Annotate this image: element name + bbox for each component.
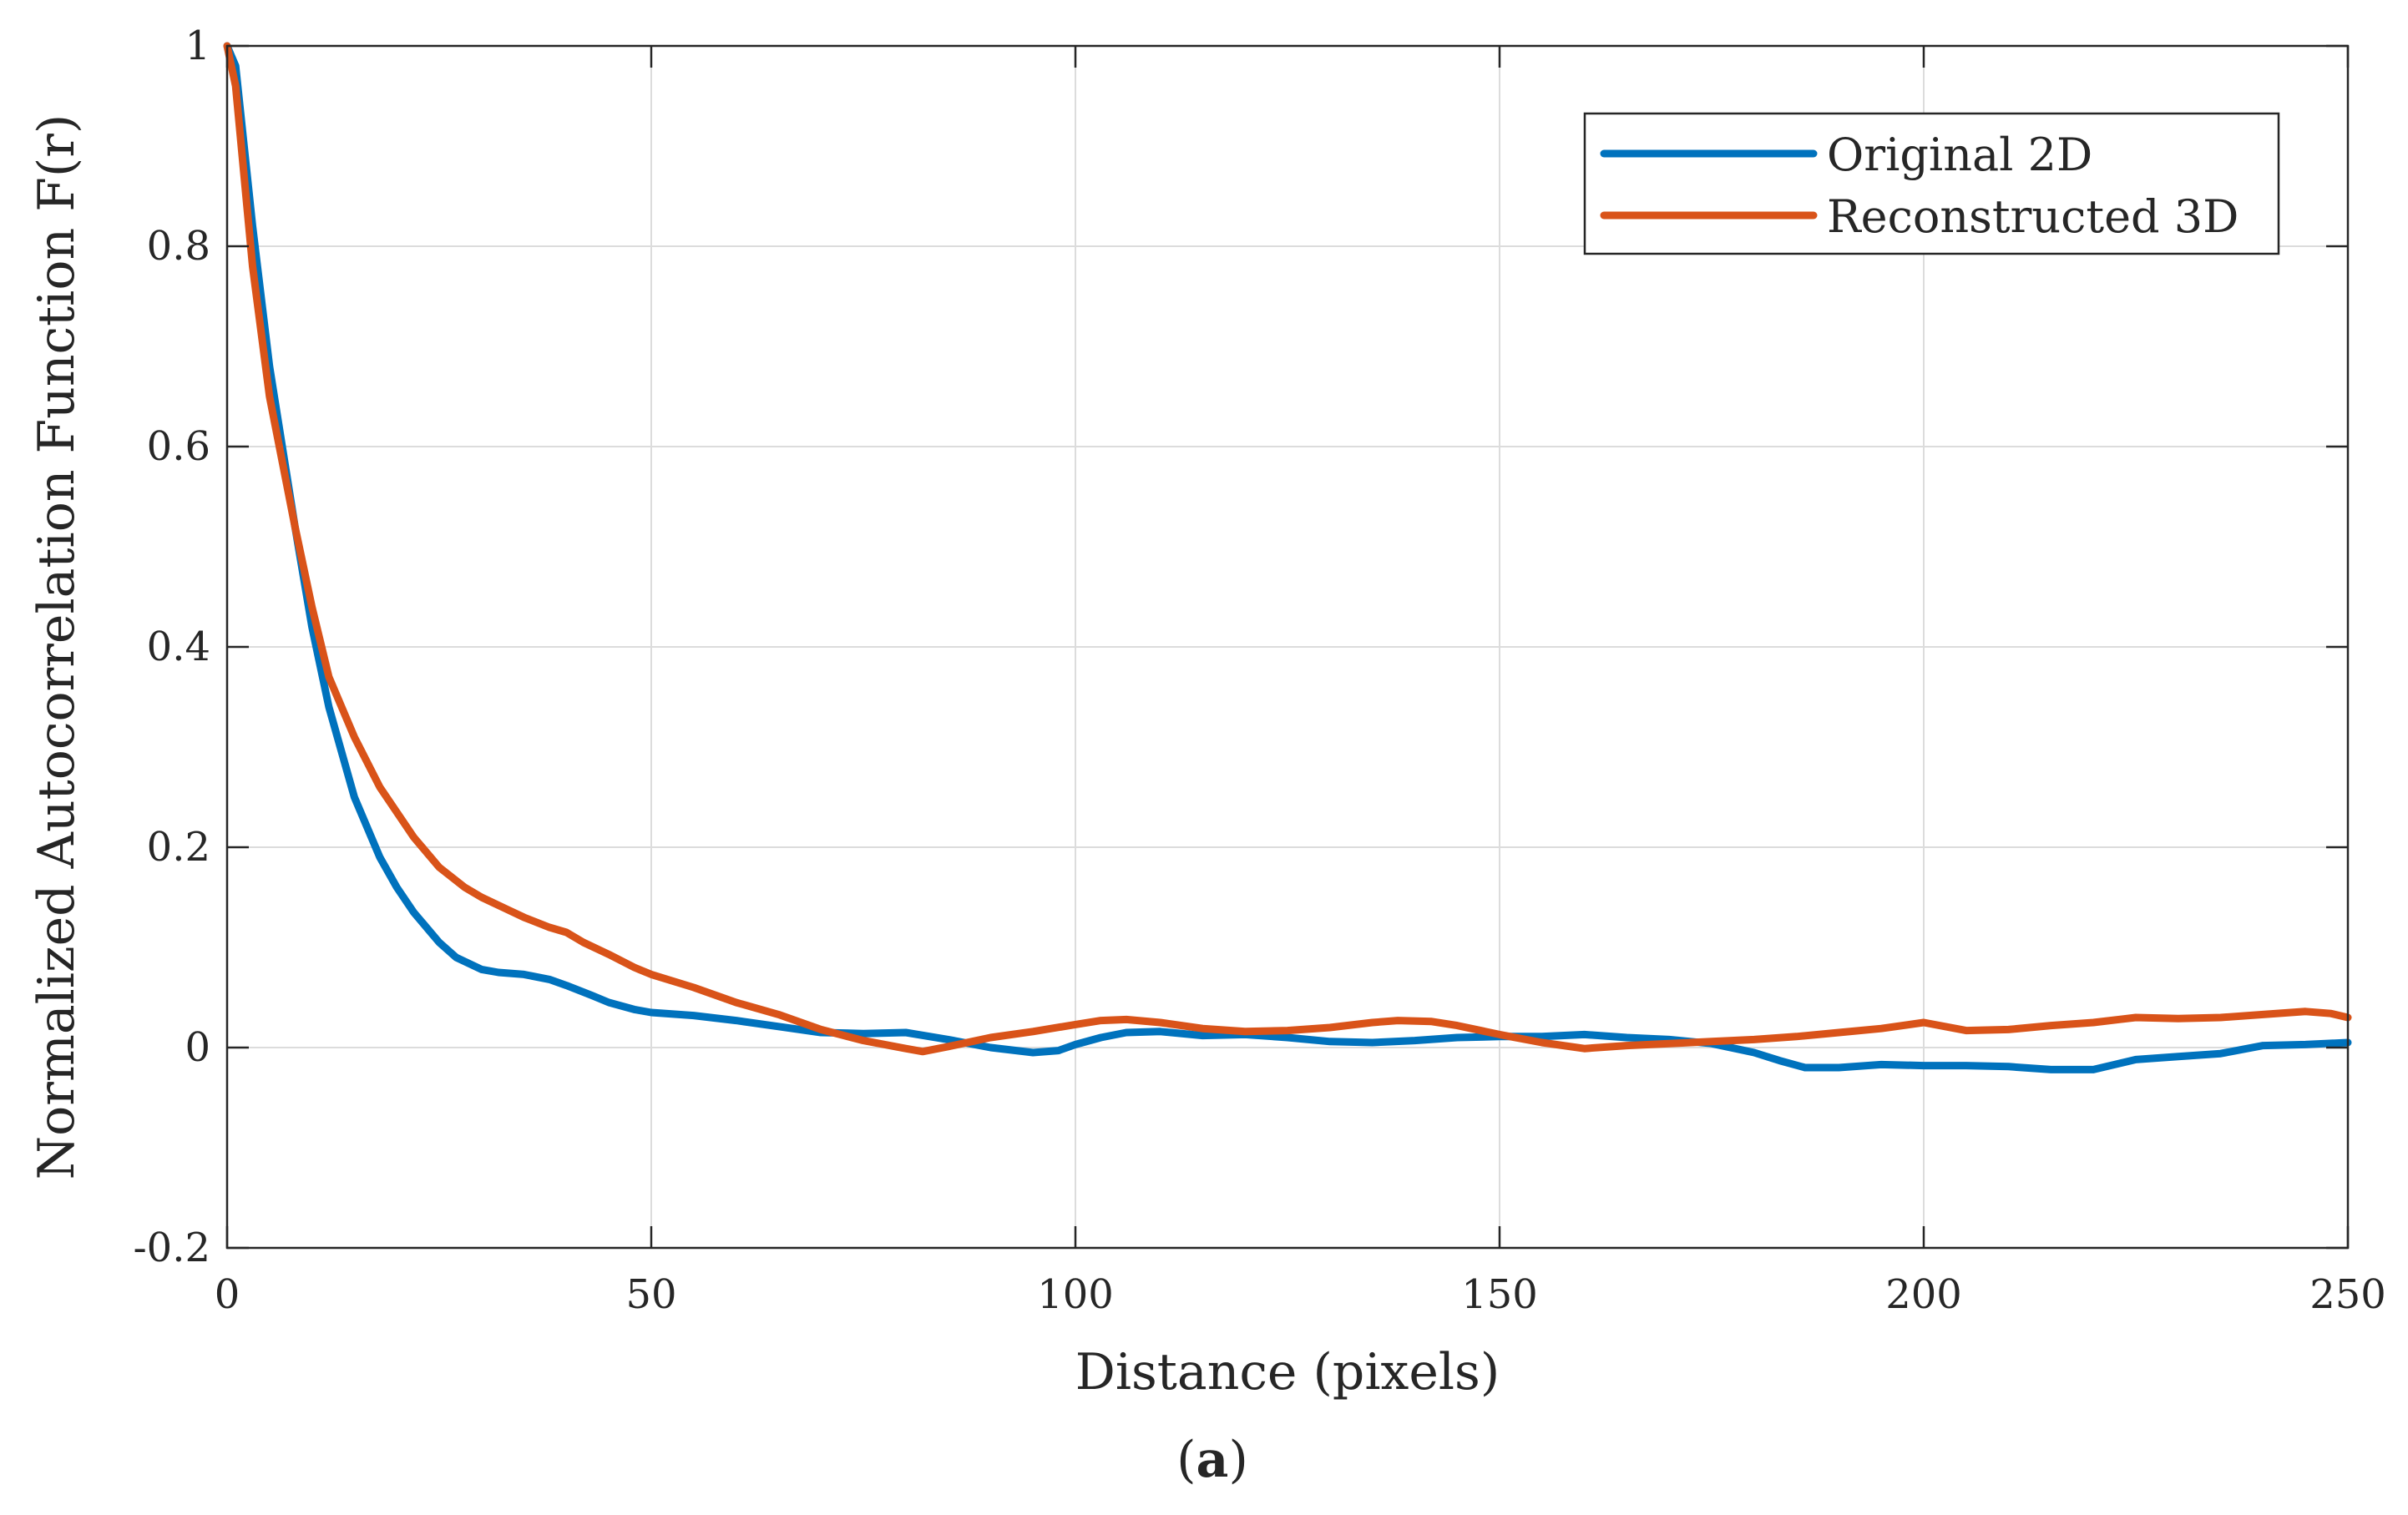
x-tick-label: 100 bbox=[1037, 1271, 1114, 1318]
x-axis-label: Distance (pixels) bbox=[1075, 1343, 1500, 1401]
y-tick-label: -0.2 bbox=[133, 1225, 210, 1271]
figure-caption: (a) bbox=[1176, 1431, 1248, 1489]
x-tick-label: 0 bbox=[215, 1271, 240, 1318]
y-tick-label: 0.2 bbox=[147, 824, 210, 871]
legend-box bbox=[1583, 112, 2280, 255]
series-line-reconstructed-3d bbox=[223, 42, 2352, 1056]
y-tick-label: 1 bbox=[185, 23, 210, 69]
series-lines bbox=[223, 42, 2352, 1073]
legend-label-reconstructed-3d: Reconstructed 3D bbox=[1827, 190, 2239, 243]
legend: Original 2D Reconstructed 3D bbox=[1583, 112, 2280, 255]
y-tick-label: 0.4 bbox=[147, 624, 210, 670]
x-tick-label: 50 bbox=[625, 1271, 676, 1318]
y-axis-label: Normalized Autocorrelation Function F(r) bbox=[28, 114, 86, 1180]
y-tick-label: 0.8 bbox=[147, 223, 210, 270]
caption-close-paren: ) bbox=[1228, 1431, 1247, 1489]
legend-label-original-2d: Original 2D bbox=[1827, 129, 2092, 181]
caption-letter: a bbox=[1196, 1431, 1229, 1489]
x-tick-label: 150 bbox=[1461, 1271, 1538, 1318]
ticks bbox=[225, 44, 2350, 1250]
y-tick-label: 0.6 bbox=[147, 423, 210, 470]
caption-open-paren: ( bbox=[1176, 1431, 1196, 1489]
series-line-original-2d bbox=[223, 42, 2352, 1073]
x-tick-label: 250 bbox=[2309, 1271, 2386, 1318]
x-tick-label: 200 bbox=[1885, 1271, 1962, 1318]
tick-labels: 0 50 100 150 200 250-0.200.20.40.60.81 bbox=[133, 23, 2385, 1318]
y-tick-label: 0 bbox=[185, 1024, 210, 1071]
